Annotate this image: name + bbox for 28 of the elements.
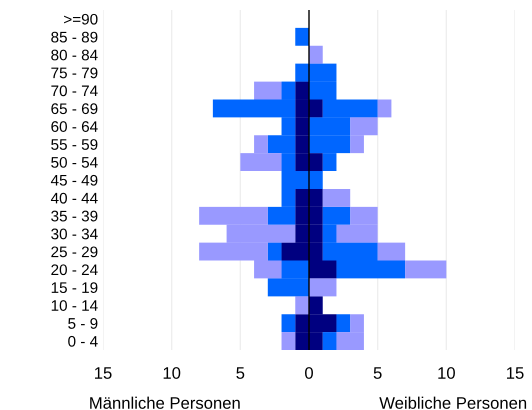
- x-tick-label: 15: [507, 367, 524, 379]
- y-tick-label: 30 - 34: [51, 228, 98, 240]
- y-tick-label: 75 - 79: [51, 68, 98, 78]
- y-tick-label: 85 - 89: [51, 32, 98, 43]
- y-tick-label: 40 - 44: [50, 192, 98, 204]
- x-tick-label: 10: [438, 367, 455, 379]
- x-tick-label: 5: [236, 367, 244, 379]
- y-tick-label: 80 - 84: [51, 50, 98, 60]
- x-tick-label: 15: [95, 367, 112, 379]
- y-tick-label: 55 - 59: [51, 139, 98, 150]
- y-tick-label: 45 - 49: [50, 174, 98, 186]
- y-tick-label: 25 - 29: [51, 246, 98, 258]
- y-tick-label: 35 - 39: [51, 210, 98, 222]
- y-tick-label: 50 - 54: [51, 156, 98, 168]
- y-tick-label: 0 - 4: [68, 336, 98, 347]
- x-tick-label: 0: [305, 367, 313, 379]
- x-tick-label: 5: [374, 367, 382, 379]
- y-tick-label: 60 - 64: [51, 121, 98, 132]
- x-tick-label: 10: [164, 367, 180, 379]
- y-tick-label: >=90: [64, 14, 98, 25]
- y-tick-label: 15 - 19: [52, 282, 98, 294]
- y-tick-label: 20 - 24: [51, 264, 98, 276]
- y-tick-label: 10 - 14: [52, 300, 98, 311]
- y-tick-label: 70 - 74: [51, 85, 98, 96]
- y-tick-label: 65 - 69: [51, 103, 98, 114]
- text: Männliche Personen: [90, 396, 240, 409]
- y-tick-label: 5 - 9: [68, 318, 98, 329]
- text: Weibliche Personen: [379, 396, 526, 409]
